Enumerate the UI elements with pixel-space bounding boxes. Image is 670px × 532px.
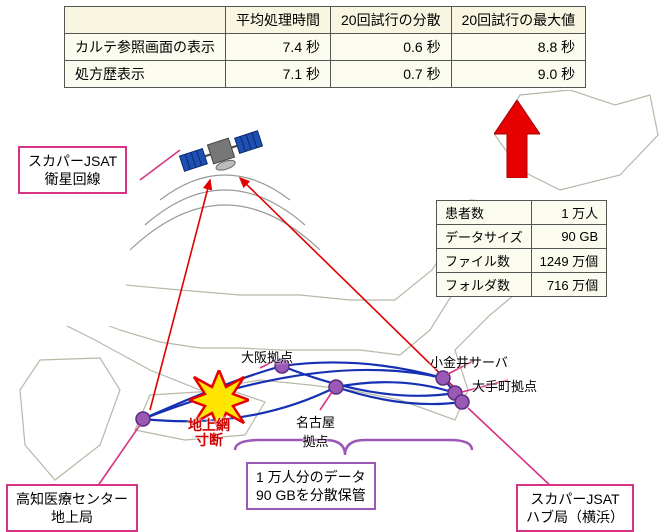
table-row: 患者数1 万人: [437, 201, 607, 225]
up-arrow-icon: [494, 100, 540, 178]
nagoya-label: 名古屋 拠点: [296, 412, 335, 450]
blank-mask: [6, 276, 126, 326]
koganei-label: 小金井サーバ: [430, 352, 508, 371]
kochi-label: 高知医療センター 地上局: [6, 484, 138, 532]
distributed-storage-label: 1 万人分のデータ 90 GBを分散保管: [246, 462, 376, 510]
perf-col-3: 20回試行の最大値: [451, 7, 586, 34]
perf-col-0: [65, 7, 226, 34]
table-row: フォルダ数716 万個: [437, 273, 607, 297]
satellite-icon: [176, 124, 266, 179]
hub-label: スカパーJSAT ハブ局（横浜）: [516, 484, 634, 532]
stats-table: 患者数1 万人 データサイズ90 GB ファイル数1249 万個 フォルダ数71…: [436, 200, 607, 297]
osaka-label: 大阪拠点: [241, 347, 293, 366]
table-row: 処方歴表示 7.1 秒 0.7 秒 9.0 秒: [65, 61, 586, 88]
satellite-link-label: スカパーJSAT 衛星回線: [18, 146, 127, 194]
table-row: データサイズ90 GB: [437, 225, 607, 249]
perf-col-2: 20回試行の分散: [331, 7, 452, 34]
table-row: カルテ参照画面の表示 7.4 秒 0.6 秒 8.8 秒: [65, 34, 586, 61]
perf-col-1: 平均処理時間: [226, 7, 331, 34]
otemachi-label: 大手町拠点: [472, 376, 537, 395]
disruption-text: 地上網 寸断: [188, 418, 230, 449]
performance-table: 平均処理時間 20回試行の分散 20回試行の最大値 カルテ参照画面の表示 7.4…: [64, 6, 586, 88]
table-row: ファイル数1249 万個: [437, 249, 607, 273]
